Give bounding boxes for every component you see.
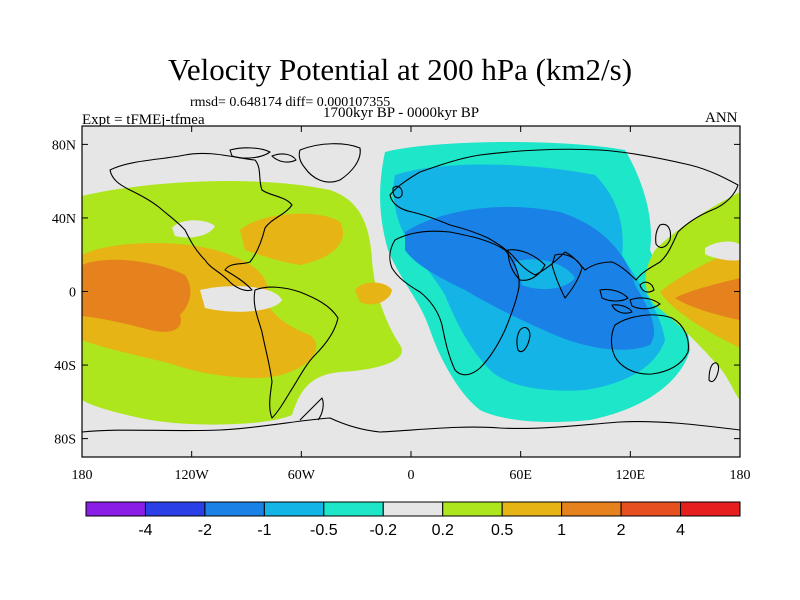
colorbar-label: -0.2 xyxy=(369,522,397,539)
coast-antarctic-peninsula xyxy=(299,397,324,421)
colorbar-swatch xyxy=(561,501,622,517)
lon-tick-label: 180 xyxy=(72,468,93,483)
contour-neutral-right xyxy=(705,241,740,261)
contour-neutral-hole-atlantic xyxy=(200,286,282,312)
coast-new-zealand xyxy=(708,362,720,383)
colorbar-swatch xyxy=(85,501,146,517)
colorbar-label: 1 xyxy=(557,522,566,539)
colorbar-swatch xyxy=(323,501,384,517)
lat-tick-label: 80N xyxy=(52,138,76,153)
lat-tick-label: 80S xyxy=(54,433,76,448)
contour-negative-inner xyxy=(515,259,575,290)
lon-tick-label: 180 xyxy=(730,468,751,483)
map-panel xyxy=(82,126,740,457)
colorbar-label: 4 xyxy=(676,522,685,539)
colorbar-swatch xyxy=(382,501,444,517)
lat-tick-label: 40S xyxy=(54,359,76,374)
stats-text: rmsd= 0.648174 diff= 0.000107355 xyxy=(190,95,391,110)
coast-greenland xyxy=(298,143,361,183)
colorbar-label: -0.5 xyxy=(310,522,338,539)
coast-madagascar xyxy=(516,327,531,353)
colorbar-label: 0.5 xyxy=(491,522,513,539)
coast-north-america xyxy=(109,152,293,292)
colorbar-swatch xyxy=(442,501,503,517)
coastlines xyxy=(82,143,740,433)
colorbar-swatch xyxy=(620,501,682,517)
coast-arabia xyxy=(507,249,546,281)
colorbar-label: -4 xyxy=(138,522,152,539)
contour-positive-mid-small xyxy=(355,282,392,305)
coast-south-america xyxy=(253,286,339,419)
lat-tick-label: 0 xyxy=(69,286,76,301)
lon-tick-label: 60E xyxy=(509,468,532,483)
contour-neutral-hole xyxy=(172,220,215,238)
colorbar: -4 -2 -1 -0.5 -0.2 0.2 0.5 1 2 4 xyxy=(85,501,741,539)
coast-australia xyxy=(610,314,689,375)
colorbar-swatch xyxy=(680,501,741,517)
colorbar-label: -2 xyxy=(198,522,212,539)
period-label: 1700kyr BP - 0000kyr BP xyxy=(323,105,480,121)
coast-arctic-islands xyxy=(229,147,297,163)
lon-tick-label: 120W xyxy=(175,468,210,483)
experiment-label: Expt = tFMEj-tfmea xyxy=(82,112,205,128)
contour-positive-core xyxy=(82,259,191,332)
colorbar-swatch xyxy=(263,501,325,517)
colorbar-swatch xyxy=(501,501,563,517)
coast-antarctica xyxy=(82,417,740,433)
lon-tick-label: 0 xyxy=(408,468,415,483)
season-label: ANN xyxy=(705,110,738,126)
map-title: Velocity Potential at 200 hPa (km2/s) xyxy=(167,52,633,87)
coast-british-isles xyxy=(392,185,403,199)
coast-maritime-continent xyxy=(599,281,661,314)
colorbar-swatch xyxy=(204,501,265,517)
coast-india xyxy=(551,253,583,299)
lon-tick-label: 120E xyxy=(616,468,646,483)
contour-positive-west-pacific-core xyxy=(675,278,740,320)
coast-africa xyxy=(389,230,520,376)
colorbar-label: 2 xyxy=(617,522,626,539)
lon-tick-label: 60W xyxy=(288,468,316,483)
lon-ticks: 180 120W 60W 0 60E 120E 180 xyxy=(72,126,751,483)
colorbar-label: 0.2 xyxy=(432,522,454,539)
coast-japan xyxy=(655,223,672,249)
lat-tick-label: 40N xyxy=(52,212,76,227)
coast-eurasia xyxy=(389,148,739,281)
colorbar-label: -1 xyxy=(257,522,271,539)
lat-ticks: 80N 40N 0 40S 80S xyxy=(52,138,740,448)
colorbar-swatch xyxy=(144,501,206,517)
